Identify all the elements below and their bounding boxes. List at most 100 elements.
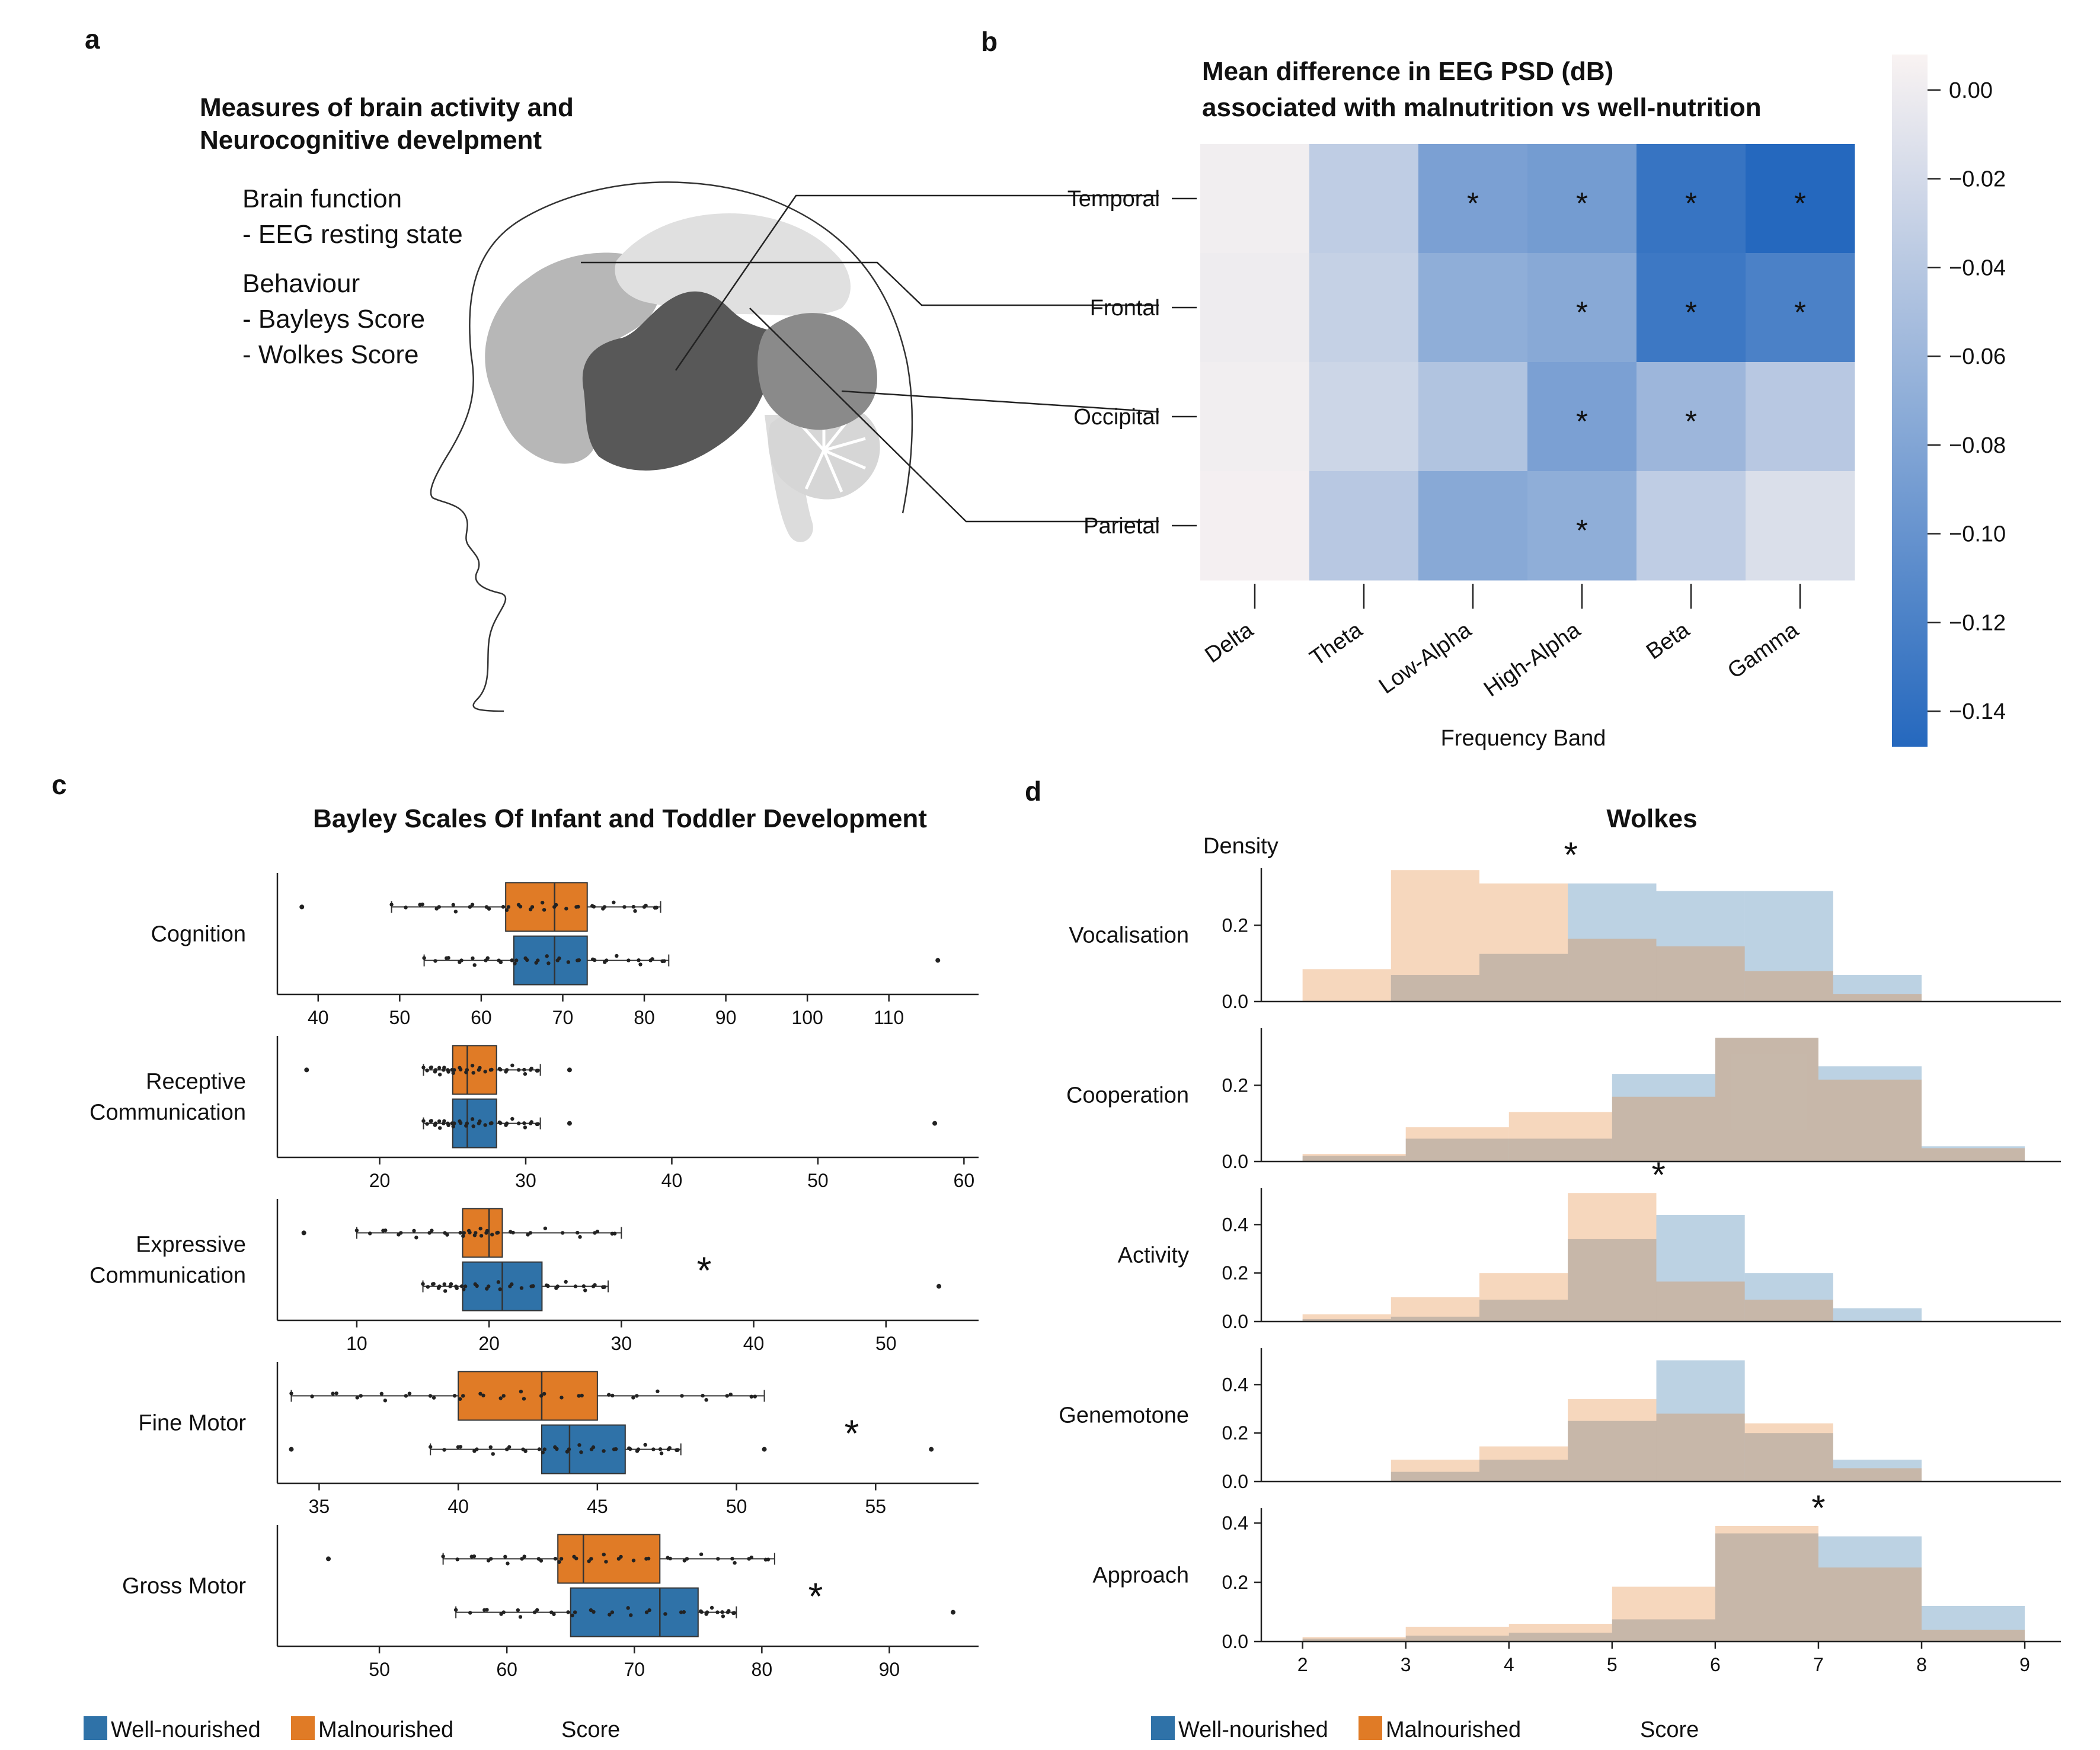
bayley-point bbox=[491, 1452, 495, 1456]
bayley-point bbox=[422, 956, 426, 960]
bayley-point bbox=[464, 1124, 468, 1128]
panel-a-text-eeg: - EEG resting state bbox=[242, 220, 463, 249]
bayley-point bbox=[604, 1560, 608, 1564]
bayley-box-well bbox=[570, 1587, 699, 1637]
legend-d-well-swatch bbox=[1151, 1716, 1175, 1740]
wolkes-bar-mal bbox=[1715, 1526, 1818, 1642]
bayley-point bbox=[589, 1447, 594, 1451]
bayley-point bbox=[453, 910, 458, 914]
bayley-point bbox=[572, 1554, 576, 1559]
bayley-point bbox=[483, 1123, 487, 1127]
bayley-point bbox=[704, 1612, 708, 1616]
wolkes-x-tick-label: 8 bbox=[1916, 1654, 1927, 1675]
bayley-outlier bbox=[936, 1284, 942, 1289]
bayley-point bbox=[680, 1394, 684, 1398]
bayley-point bbox=[425, 1068, 429, 1073]
wolkes-subplot-activity: 0.0 0.2 0.4 Activity * bbox=[1118, 1155, 2061, 1332]
heatmap-cell-occipital-beta bbox=[1636, 362, 1746, 472]
bayley-point bbox=[510, 958, 514, 962]
wolkes-bar-well bbox=[1302, 1319, 1391, 1322]
wolkes-bar-mal bbox=[1656, 946, 1745, 1002]
wolkes-bar-mal bbox=[1568, 938, 1657, 1002]
bayley-point bbox=[448, 1284, 452, 1288]
bayley-x-tick-label: 40 bbox=[661, 1170, 683, 1191]
panel-c: c Bayley Scales Of Infant and Toddler De… bbox=[52, 769, 979, 1742]
wolkes-bar-mal bbox=[1508, 1112, 1612, 1162]
heatmap-cell-occipital-delta bbox=[1200, 362, 1310, 472]
bayley-point bbox=[437, 1126, 442, 1130]
frontal-lobe-shape bbox=[485, 252, 660, 464]
bayley-point bbox=[488, 1445, 493, 1450]
bayley-point bbox=[451, 1071, 455, 1075]
bayley-point bbox=[289, 1391, 293, 1396]
bayley-point bbox=[715, 1610, 720, 1614]
bayley-point bbox=[578, 1235, 582, 1239]
bayley-x-tick-label: 45 bbox=[587, 1496, 608, 1517]
wolkes-y-tick-label: 0.2 bbox=[1222, 1422, 1248, 1444]
wolkes-bar-mal bbox=[1833, 994, 1922, 1002]
leader-line-occipital bbox=[841, 390, 1159, 413]
bayley-point bbox=[462, 1231, 466, 1235]
bayley-point bbox=[610, 1610, 615, 1614]
wolkes-bar-mal bbox=[1818, 1079, 1922, 1162]
bayley-point bbox=[453, 1608, 458, 1612]
bayley-significance-star: * bbox=[808, 1575, 823, 1618]
leader-line-temporal bbox=[675, 194, 1159, 371]
bayley-point bbox=[456, 1445, 461, 1450]
heatmap-significance-star: * bbox=[1685, 405, 1697, 439]
wolkes-bar-well bbox=[1833, 1460, 1922, 1482]
legend-c-mal-label: Malnourished bbox=[318, 1717, 453, 1742]
bayley-point bbox=[704, 1398, 708, 1402]
bayley-point bbox=[753, 1394, 757, 1399]
bayley-outlier bbox=[929, 1447, 934, 1452]
bayley-point bbox=[478, 1391, 482, 1396]
bayley-point bbox=[601, 907, 605, 911]
bayley-point bbox=[472, 963, 477, 967]
bayley-x-tick-label: 90 bbox=[715, 1007, 737, 1028]
bayley-point bbox=[468, 1611, 472, 1615]
legend-c-mal-swatch bbox=[291, 1716, 315, 1740]
bayley-point bbox=[516, 1608, 520, 1613]
bayley-row-label: Fine Motor bbox=[138, 1411, 246, 1436]
bayley-point bbox=[461, 1234, 465, 1238]
bayley-point bbox=[731, 1611, 736, 1615]
bayley-point bbox=[635, 1449, 640, 1453]
bayley-point bbox=[560, 1396, 564, 1400]
wolkes-bar-mal bbox=[1715, 1038, 1818, 1162]
legend-d-well-label: Well-nourished bbox=[1178, 1717, 1328, 1742]
wolkes-bar-well bbox=[1508, 1633, 1612, 1642]
bayley-point bbox=[616, 1557, 621, 1561]
bayley-point bbox=[566, 1610, 570, 1614]
bayley-point bbox=[559, 1557, 564, 1561]
bayley-point bbox=[466, 1228, 471, 1233]
bayley-point bbox=[404, 1394, 408, 1398]
bayley-point bbox=[428, 1394, 433, 1398]
heatmap-x-axis-label: Frequency Band bbox=[1441, 726, 1606, 751]
bayley-point bbox=[501, 905, 506, 909]
bayley-point bbox=[553, 1445, 557, 1450]
bayley-point bbox=[504, 1447, 509, 1451]
bayley-point bbox=[590, 904, 594, 908]
bayley-point bbox=[523, 1125, 528, 1130]
bayley-point bbox=[608, 1613, 612, 1617]
bayley-point bbox=[497, 1120, 501, 1125]
bayley-point bbox=[521, 1447, 525, 1451]
panel-b: b Mean difference in EEG PSD (dB) associ… bbox=[981, 26, 2006, 751]
bayley-point bbox=[579, 1450, 583, 1454]
bayley-point bbox=[576, 958, 580, 962]
wolkes-row-label: Cooperation bbox=[1066, 1083, 1189, 1108]
bayley-point bbox=[462, 1287, 466, 1292]
heatmap-y-tick-label: Occipital bbox=[1073, 405, 1160, 430]
bayley-point bbox=[461, 1394, 465, 1398]
panel-a-text-behaviour: Behaviour bbox=[242, 269, 360, 298]
bayley-point bbox=[576, 1230, 580, 1235]
wolkes-bar-mal bbox=[1744, 971, 1833, 1002]
temporal-lobe-shape bbox=[582, 291, 778, 471]
bayley-point bbox=[407, 1391, 412, 1396]
wolkes-bar-mal bbox=[1302, 1637, 1406, 1642]
wolkes-bar-well bbox=[1656, 891, 1745, 1002]
bayley-point bbox=[458, 1231, 462, 1235]
bayley-point bbox=[591, 1284, 596, 1288]
wolkes-bar-mal bbox=[1656, 1281, 1745, 1322]
bayley-point bbox=[429, 1066, 433, 1070]
